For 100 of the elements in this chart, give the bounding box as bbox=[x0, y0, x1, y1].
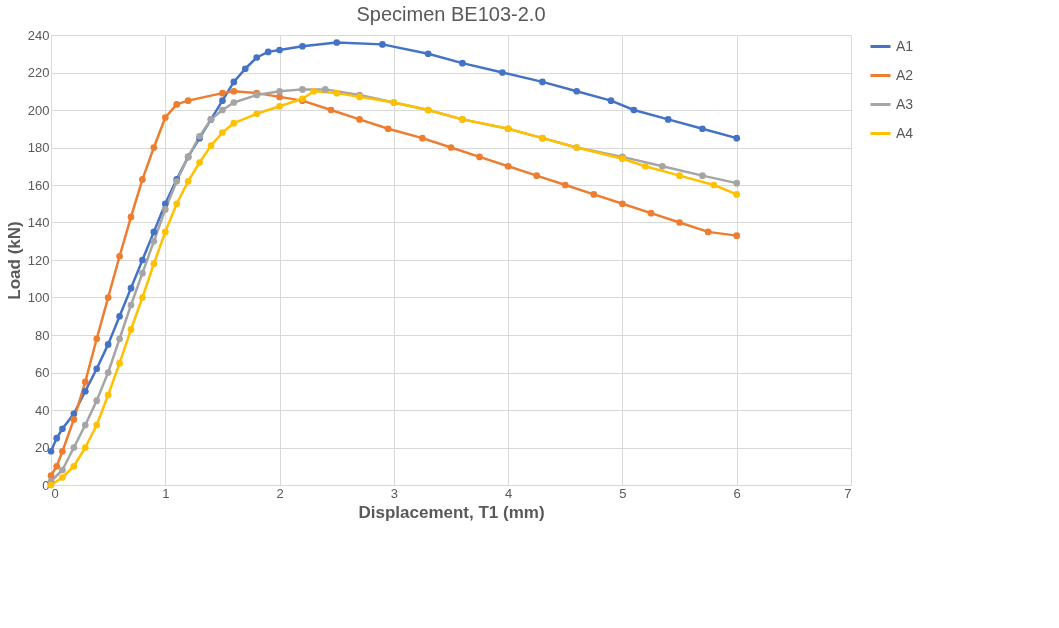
point bbox=[207, 142, 215, 149]
point bbox=[573, 87, 581, 95]
point bbox=[53, 462, 61, 470]
point bbox=[379, 41, 386, 48]
y-tick-label: 60 bbox=[35, 365, 50, 380]
x-axis-title: Displacement, T1 (mm) bbox=[358, 502, 545, 522]
legend-label: A1 bbox=[896, 37, 914, 54]
y-tick-label: 20 bbox=[35, 440, 50, 455]
point bbox=[116, 359, 123, 367]
point bbox=[81, 421, 89, 429]
x-tick-label: 6 bbox=[733, 485, 741, 501]
legend-label: A3 bbox=[896, 95, 914, 112]
point bbox=[333, 89, 341, 97]
point bbox=[127, 284, 135, 292]
point bbox=[561, 181, 569, 189]
point bbox=[241, 65, 249, 73]
point bbox=[219, 97, 226, 104]
x-tick-label: 4 bbox=[505, 485, 513, 501]
point bbox=[116, 312, 123, 320]
point bbox=[641, 162, 649, 170]
point bbox=[607, 97, 615, 104]
point bbox=[447, 144, 455, 151]
point bbox=[150, 228, 158, 236]
y-tick-label: 120 bbox=[27, 252, 50, 268]
point bbox=[230, 78, 238, 86]
point bbox=[219, 106, 226, 114]
point bbox=[127, 326, 135, 333]
point bbox=[253, 54, 261, 61]
point bbox=[590, 191, 598, 198]
point bbox=[676, 172, 683, 179]
x-tick-label: 3 bbox=[390, 485, 398, 501]
point bbox=[139, 294, 146, 301]
point bbox=[184, 97, 192, 104]
point bbox=[161, 228, 169, 236]
point bbox=[230, 99, 238, 106]
point bbox=[384, 125, 392, 133]
point bbox=[184, 177, 192, 185]
point bbox=[116, 335, 123, 343]
point bbox=[161, 200, 169, 208]
point bbox=[264, 48, 272, 56]
point bbox=[321, 86, 329, 93]
point bbox=[276, 87, 283, 95]
point bbox=[310, 87, 318, 95]
point bbox=[93, 421, 101, 429]
point bbox=[81, 378, 89, 386]
point bbox=[70, 410, 78, 418]
y-tick-label: 180 bbox=[27, 140, 50, 155]
point bbox=[276, 46, 283, 54]
point bbox=[139, 176, 146, 183]
point bbox=[699, 172, 706, 179]
point bbox=[59, 447, 66, 455]
point bbox=[533, 172, 541, 179]
point bbox=[161, 114, 169, 121]
point bbox=[104, 341, 112, 348]
point bbox=[230, 119, 238, 127]
point bbox=[333, 39, 341, 46]
point bbox=[647, 209, 655, 217]
point bbox=[139, 256, 146, 264]
point bbox=[93, 397, 101, 404]
point bbox=[70, 444, 78, 451]
y-tick-label: 100 bbox=[27, 290, 50, 305]
point bbox=[104, 294, 112, 301]
point bbox=[253, 110, 261, 118]
legend-label: A2 bbox=[896, 66, 914, 83]
point bbox=[276, 93, 283, 101]
point bbox=[733, 232, 741, 239]
point bbox=[659, 162, 666, 170]
point bbox=[733, 134, 741, 142]
point bbox=[327, 106, 335, 114]
x-tick-label: 2 bbox=[276, 485, 284, 501]
point bbox=[70, 416, 78, 423]
point bbox=[299, 42, 306, 50]
point bbox=[150, 260, 158, 268]
point bbox=[704, 228, 712, 236]
point bbox=[150, 237, 158, 245]
chart-title: Specimen BE103-2.0 bbox=[356, 3, 546, 25]
point bbox=[699, 125, 706, 133]
point bbox=[664, 116, 672, 123]
point bbox=[299, 86, 306, 93]
point bbox=[219, 129, 226, 136]
point bbox=[276, 102, 283, 110]
y-tick-label: 240 bbox=[27, 27, 50, 43]
point bbox=[59, 466, 66, 474]
point bbox=[196, 159, 203, 166]
point bbox=[539, 78, 546, 86]
point bbox=[173, 101, 181, 108]
y-tick-label: 200 bbox=[27, 102, 50, 118]
point bbox=[676, 219, 683, 226]
point bbox=[219, 89, 226, 97]
y-tick-label: 140 bbox=[27, 215, 50, 230]
y-tick-label: 220 bbox=[27, 65, 50, 80]
point bbox=[59, 474, 66, 481]
legend-label: A4 bbox=[896, 124, 914, 141]
point bbox=[424, 50, 432, 58]
point bbox=[81, 387, 89, 395]
point bbox=[230, 87, 238, 95]
point bbox=[161, 206, 169, 213]
point bbox=[630, 106, 638, 114]
y-axis-title: Load (kN) bbox=[4, 221, 24, 300]
x-tick-label: 1 bbox=[162, 485, 170, 501]
